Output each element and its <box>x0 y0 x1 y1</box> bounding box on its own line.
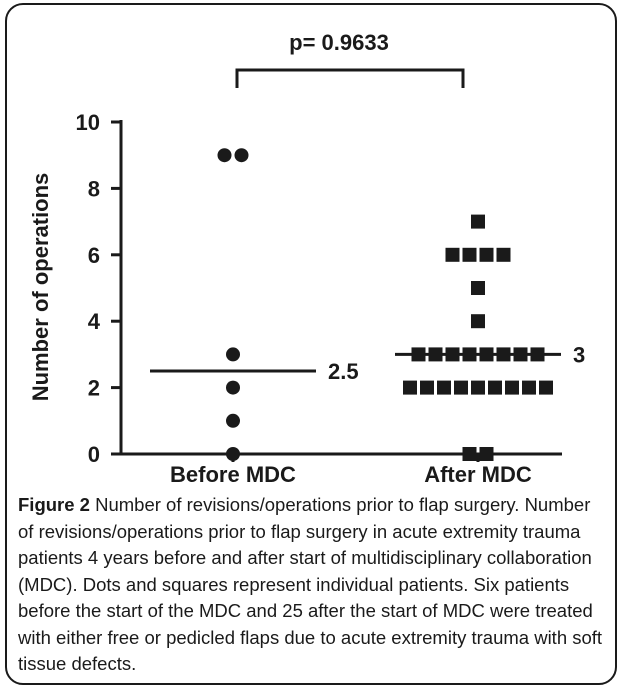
median-label: 2.5 <box>328 359 359 384</box>
data-point <box>437 380 451 395</box>
significance-bracket <box>235 68 465 88</box>
figure-caption: Figure 2 Number of revisions/operations … <box>18 492 608 678</box>
x-tick-label: Before MDC <box>170 462 296 487</box>
data-point <box>522 380 536 395</box>
y-tick-label: 0 <box>88 442 100 467</box>
data-point <box>445 247 460 262</box>
significance-label: p= 0.9633 <box>289 30 389 55</box>
data-point <box>454 380 468 395</box>
data-point <box>471 380 485 395</box>
y-tick-label: 10 <box>76 110 100 135</box>
scatter-chart: p= 0.9633 Number of operations 0 2 4 6 8 10 B… <box>28 30 585 487</box>
data-point <box>471 314 485 329</box>
data-point <box>488 380 502 395</box>
figure-label: Figure 2 <box>18 494 90 515</box>
y-tick-label: 8 <box>88 176 100 201</box>
data-point <box>226 380 240 395</box>
data-point <box>471 214 485 229</box>
figure-frame <box>5 3 617 685</box>
y-tick-label: 2 <box>88 376 100 401</box>
median-label: 3 <box>573 342 585 367</box>
data-point <box>217 148 232 163</box>
data-point <box>420 380 434 395</box>
caption-text: Number of revisions/operations prior to … <box>18 494 603 674</box>
data-point <box>403 380 417 395</box>
data-point <box>226 347 240 362</box>
y-tick-label: 4 <box>88 309 101 334</box>
data-point <box>539 380 553 395</box>
data-point <box>471 281 485 295</box>
data-point <box>226 413 240 428</box>
y-axis-label: Number of operations <box>28 173 53 402</box>
data-point <box>479 247 494 262</box>
data-point <box>234 148 249 163</box>
data-point <box>462 247 477 262</box>
data-point <box>479 447 494 461</box>
x-tick-label: After MDC <box>424 462 532 487</box>
data-point <box>505 380 519 395</box>
y-tick-label: 6 <box>88 243 100 268</box>
data-point <box>226 447 240 461</box>
data-point <box>462 447 477 461</box>
data-point <box>496 247 511 262</box>
